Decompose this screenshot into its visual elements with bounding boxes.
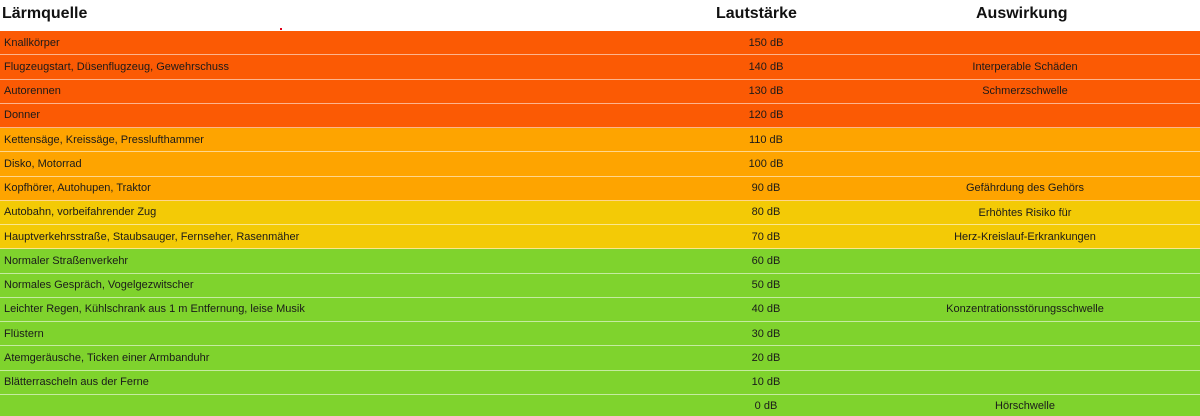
- noise-source-cell: Autobahn, vorbeifahrender Zug: [4, 206, 157, 219]
- volume-cell: 20 dB: [751, 351, 781, 364]
- noise-source-cell: Blätterrascheln aus der Ferne: [4, 376, 149, 389]
- impact-cell: [850, 128, 1200, 151]
- volume-cell: 70 dB: [751, 230, 781, 243]
- table-row: Kettensäge, Kreissäge, Presslufthammer 11…: [0, 128, 1200, 153]
- table-row: Atemgeräusche, Ticken einer Armbanduhr 20…: [0, 346, 1200, 371]
- volume-cell: 110 dB: [748, 133, 784, 146]
- accent-mark: [280, 28, 282, 30]
- volume-cell: 150 dB: [748, 36, 784, 49]
- noise-source-cell: Disko, Motorrad: [4, 157, 82, 170]
- table-row: Kopfhörer, Autohupen, Traktor 90 dB Gefähr…: [0, 176, 1200, 201]
- impact-cell: Schmerzschwelle: [982, 85, 1068, 98]
- table-body: Knallkörper 150 dB Flugzeugstart, Düsenflu…: [0, 31, 1200, 416]
- impact-cell: Konzentrationsstörungsschwelle: [946, 303, 1104, 316]
- column-header-volume: Lautstärke: [716, 5, 797, 22]
- impact-cell: Interperable Schäden: [972, 60, 1078, 73]
- impact-cell: [850, 152, 1200, 175]
- column-header-source: Lärmquelle: [2, 5, 88, 22]
- volume-cell: 0 dB: [754, 400, 778, 413]
- impact-cell: Gefährdung des Gehörs: [965, 182, 1085, 195]
- impact-cell: [850, 31, 1200, 54]
- noise-source-cell: Autorennen: [4, 85, 61, 98]
- table-row: 0 dB Hörschwelle: [0, 394, 1200, 416]
- impact-cell: [850, 346, 1200, 369]
- noise-source-cell: Knallkörper: [4, 36, 60, 49]
- volume-cell: 130 dB: [748, 85, 784, 98]
- impact-cell: [850, 201, 1200, 224]
- table-row: Disko, Motorrad 100 dB: [0, 152, 1200, 177]
- table-row: Normales Gespräch, Vogelgezwitscher 50 dB: [0, 273, 1200, 298]
- table-row: Knallkörper 150 dB: [0, 31, 1200, 56]
- noise-source-cell: Flugzeugstart, Düsenflugzeug, Gewehrschu…: [4, 60, 230, 73]
- impact-cell: [850, 371, 1200, 394]
- column-header-impact: Auswirkung: [976, 5, 1068, 22]
- volume-cell: 80 dB: [751, 206, 781, 219]
- volume-cell: 30 dB: [751, 327, 781, 340]
- noise-source-cell: Hauptverkehrsstraße, Staubsauger, Fernse…: [4, 230, 300, 243]
- impact-cell: Hörschwelle: [995, 400, 1055, 413]
- table-row: Blätterrascheln aus der Ferne 10 dB: [0, 370, 1200, 395]
- volume-cell: 140 dB: [748, 60, 784, 73]
- table-row: Donner 120 dB: [0, 103, 1200, 128]
- impact-cell: [850, 225, 1200, 248]
- noise-source-cell: Normales Gespräch, Vogelgezwitscher: [4, 279, 194, 292]
- volume-cell: 90 dB: [751, 182, 781, 195]
- table-row: Autorennen 130 dB Schmerzschwelle: [0, 79, 1200, 104]
- noise-source-cell: Kettensäge, Kreissäge, Presslufthammer: [4, 133, 204, 146]
- noise-source-cell: Donner: [4, 109, 41, 122]
- impact-cell: [850, 274, 1200, 297]
- noise-source-cell: Atemgeräusche, Ticken einer Armbanduhr: [4, 351, 210, 364]
- noise-source-cell: Normaler Straßenverkehr: [4, 254, 129, 267]
- volume-cell: 100 dB: [748, 157, 784, 170]
- volume-cell: 120 dB: [748, 109, 784, 122]
- volume-cell: 60 dB: [751, 254, 781, 267]
- impact-cell: [850, 322, 1200, 345]
- table-row: Autobahn, vorbeifahrender Zug 80 dB: [0, 200, 1200, 225]
- table-row: Flugzeugstart, Düsenflugzeug, Gewehrschu…: [0, 55, 1200, 80]
- volume-cell: 40 dB: [751, 303, 781, 316]
- table-row: Flüstern 30 dB: [0, 322, 1200, 347]
- table-row: Leichter Regen, Kühlschrank aus 1 m Entf…: [0, 297, 1200, 322]
- impact-cell: [850, 104, 1200, 127]
- impact-cell: [850, 249, 1200, 272]
- table-header: Lärmquelle Lautstärke Auswirkung: [0, 0, 1200, 31]
- noise-source-cell: Kopfhörer, Autohupen, Traktor: [4, 182, 151, 195]
- volume-cell: 50 dB: [751, 279, 781, 292]
- noise-source-cell: Leichter Regen, Kühlschrank aus 1 m Entf…: [4, 303, 305, 316]
- noise-source-cell: Flüstern: [4, 327, 44, 340]
- table-row: Hauptverkehrsstraße, Staubsauger, Fernse…: [0, 225, 1200, 250]
- table-row: Normaler Straßenverkehr 60 dB: [0, 249, 1200, 274]
- volume-cell: 10 dB: [751, 376, 781, 389]
